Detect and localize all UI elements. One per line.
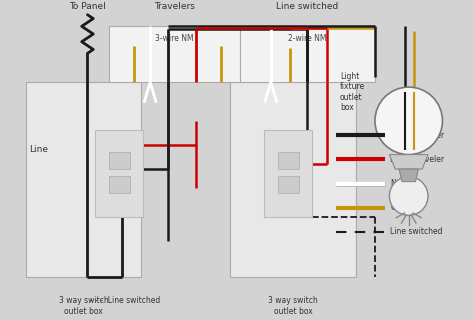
Circle shape [375, 87, 442, 155]
FancyBboxPatch shape [95, 131, 144, 217]
Text: Line / Traveler: Line / Traveler [391, 131, 445, 140]
FancyBboxPatch shape [240, 26, 375, 82]
Text: 3 way switch
outlet box: 3 way switch outlet box [59, 296, 109, 316]
Text: 3 way switch
outlet box: 3 way switch outlet box [268, 296, 318, 316]
FancyBboxPatch shape [26, 82, 142, 277]
Text: - - -  Line switched: - - - Line switched [91, 296, 161, 305]
Polygon shape [390, 155, 428, 169]
Text: Line / Traveler: Line / Traveler [391, 155, 445, 164]
FancyBboxPatch shape [109, 26, 240, 82]
FancyBboxPatch shape [264, 131, 312, 217]
Text: 3-wire NM: 3-wire NM [155, 34, 193, 43]
Text: Line switched: Line switched [391, 227, 443, 236]
FancyBboxPatch shape [277, 152, 299, 169]
FancyBboxPatch shape [109, 176, 130, 193]
Text: Light
fixture
outlet
box: Light fixture outlet box [340, 72, 365, 112]
Text: 2-wire NM: 2-wire NM [288, 34, 327, 43]
Polygon shape [399, 169, 419, 182]
FancyBboxPatch shape [277, 176, 299, 193]
Text: Line switched: Line switched [276, 2, 338, 11]
FancyBboxPatch shape [230, 82, 356, 277]
Circle shape [390, 177, 428, 215]
Text: To Panel: To Panel [69, 2, 106, 11]
Text: Neutral: Neutral [391, 179, 419, 188]
Text: Line: Line [29, 145, 49, 154]
Text: Travelers: Travelers [154, 2, 195, 11]
Text: Ground: Ground [391, 203, 419, 212]
FancyBboxPatch shape [109, 152, 130, 169]
